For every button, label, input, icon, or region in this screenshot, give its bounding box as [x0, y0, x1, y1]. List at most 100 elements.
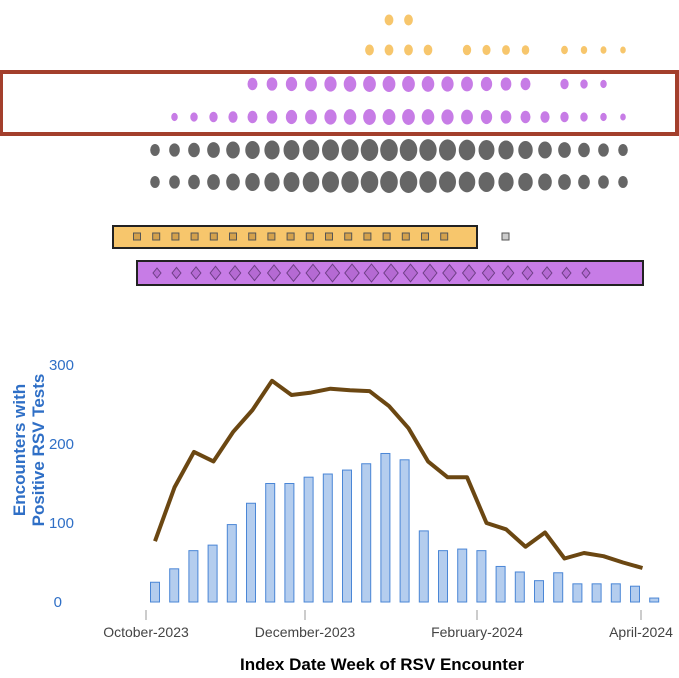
x-tick-label: October-2023 [103, 624, 189, 640]
purple-dot [171, 112, 178, 122]
bar [591, 583, 602, 603]
purple-dot [363, 109, 376, 125]
purple-dot [363, 76, 376, 92]
y-axis-label-line2: Positive RSV Tests [29, 374, 48, 527]
orange-square-marker [171, 232, 180, 241]
gray-dot [226, 141, 240, 159]
gray-dot [302, 171, 320, 193]
gray-dot [169, 143, 180, 157]
bar [418, 530, 429, 603]
purple-dot [480, 109, 493, 125]
orange-square-marker [421, 232, 429, 241]
purple-diamond-marker [402, 263, 419, 283]
orange-square-marker [440, 232, 449, 241]
y-axis-label-line1: Encounters with [10, 384, 29, 516]
bar [553, 572, 564, 603]
orange-square-marker [501, 232, 510, 241]
orange-dot [502, 45, 510, 55]
purple-dot [620, 113, 626, 121]
purple-dot [285, 76, 298, 92]
purple-dot [209, 111, 218, 123]
gray-dot [399, 139, 418, 161]
purple-dot [560, 111, 569, 123]
purple-dot [441, 76, 454, 92]
purple-diamond-marker [228, 265, 242, 281]
purple-dot [520, 110, 531, 124]
orange-dot [521, 45, 530, 55]
purple-dot [441, 109, 454, 125]
purple-diamond-marker [481, 264, 496, 282]
purple-dot [600, 79, 607, 89]
gray-dot [538, 173, 552, 191]
purple-diamond-marker [171, 266, 182, 280]
bar [265, 483, 276, 603]
gray-dot [264, 172, 280, 192]
purple-dot [402, 76, 415, 92]
gray-dot [478, 140, 495, 160]
bar [188, 550, 199, 603]
x-tick-label: December-2023 [255, 624, 356, 640]
x-tick-label: April-2024 [609, 624, 673, 640]
gray-dot [380, 171, 398, 193]
gray-dot [245, 172, 260, 192]
purple-dot [285, 109, 298, 125]
orange-dot [600, 46, 607, 54]
purple-dot [305, 109, 317, 125]
purple-diamond-marker [324, 263, 341, 283]
gray-dot [458, 171, 476, 193]
bar [476, 550, 487, 603]
bar [514, 571, 525, 603]
purple-dot [305, 76, 317, 92]
purple-dot [421, 109, 435, 125]
gray-dot [245, 140, 260, 160]
gray-dot [283, 140, 300, 160]
y-axis: 0 100 200 300 Encounters with Positive R… [10, 357, 74, 611]
orange-dot [561, 45, 568, 55]
bar [457, 548, 468, 603]
bar [284, 483, 295, 603]
gray-dot [169, 175, 180, 189]
gray-dot [498, 140, 514, 160]
trend-line [153, 378, 644, 570]
y-tick-label: 0 [54, 594, 62, 611]
gray-dot [341, 139, 359, 161]
orange-square-marker [286, 232, 295, 241]
gray-dot [226, 173, 240, 191]
gray-dot [518, 140, 533, 160]
purple-dot [382, 109, 396, 125]
purple-dot [560, 78, 569, 90]
purple-dot [324, 109, 337, 125]
bar [169, 568, 180, 603]
bar [380, 452, 391, 603]
gray-dot [538, 141, 552, 159]
orange-dot [580, 45, 588, 55]
gray-dot [419, 171, 437, 193]
gray-dot [578, 142, 590, 158]
bar [572, 583, 583, 603]
gray-dot [360, 171, 379, 193]
gray-dot [498, 172, 514, 192]
orange-dot [404, 14, 413, 26]
gray-dot [360, 139, 379, 161]
orange-dot [620, 46, 626, 54]
purple-dot [343, 76, 357, 92]
purple-dot [266, 110, 278, 124]
bar [303, 476, 314, 603]
gray-dot [439, 139, 456, 161]
orange-dot [384, 14, 394, 26]
gray-dot [150, 176, 160, 188]
bar [534, 580, 544, 603]
bar [399, 459, 410, 603]
purple-diamond-marker [581, 267, 591, 279]
bar [150, 581, 160, 603]
orange-dot [462, 44, 472, 56]
gray-dot [558, 174, 571, 190]
gray-dot [618, 144, 628, 156]
orange-dot [423, 44, 433, 56]
purple-diamond-marker [266, 264, 282, 282]
bars-layer [150, 452, 660, 603]
purple-dot [324, 76, 337, 92]
y-tick-label: 100 [49, 515, 74, 532]
purple-diamond-marker [442, 263, 457, 283]
orange-dot [365, 44, 374, 56]
